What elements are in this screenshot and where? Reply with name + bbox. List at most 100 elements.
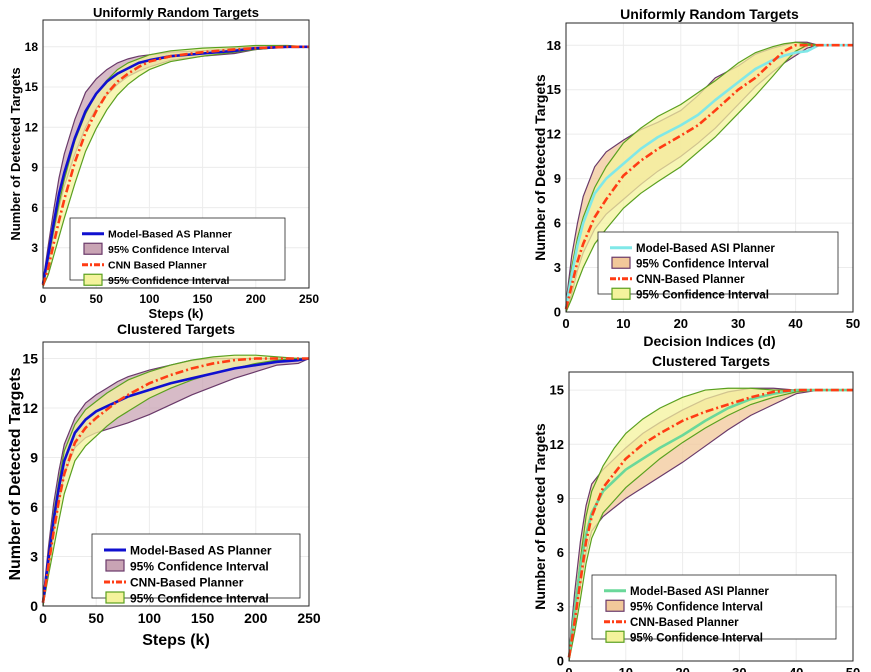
x-axis-label: Steps (k) (149, 306, 204, 321)
confidence-band-upper-edge (42, 354, 309, 600)
legend-swatch (611, 287, 631, 300)
legend-entry-label: Model-Based AS Planner (108, 229, 232, 241)
legend-swatch (605, 599, 625, 612)
legend-entry-label: Model-Based ASI Planner (636, 243, 775, 255)
axes-frame (42, 19, 310, 289)
legend-swatch (105, 559, 125, 572)
axes-frame (42, 341, 310, 607)
legend-entry-label: 95% Confidence Interval (630, 632, 763, 644)
legend: Model-Based AS Planner 95% Confidence Int… (69, 217, 286, 287)
confidence-band-lower-edge (568, 389, 853, 662)
x-tick-label: 10 (616, 316, 630, 331)
x-tick-label: 40 (789, 665, 803, 672)
confidence-band (43, 355, 309, 606)
y-tick-label: 6 (554, 216, 561, 231)
x-tick-label: 50 (846, 665, 860, 672)
y-tick-label: 6 (557, 545, 564, 560)
x-axis-label: Decision Indices (d) (643, 333, 775, 349)
y-tick-label: 6 (30, 499, 38, 515)
legend-entry-label: CNN-Based Planner (636, 274, 745, 286)
x-tick-label: 200 (244, 610, 268, 626)
y-tick-label: 18 (25, 40, 39, 54)
y-tick-label: 9 (554, 171, 561, 186)
chart-title: Uniformly Random Targets (93, 5, 259, 20)
x-tick-label: 30 (731, 316, 745, 331)
x-tick-label: 20 (674, 316, 688, 331)
chart-title: Clustered Targets (652, 353, 770, 369)
confidence-band-upper-edge (565, 41, 853, 305)
legend-swatch (83, 273, 103, 286)
y-tick-label: 18 (547, 38, 561, 53)
legend-swatch (605, 630, 625, 643)
x-tick-label: 250 (297, 610, 321, 626)
chart-panel-2: 0 10 20 30 40 50 0 3 6 9 12 15 18 Uniformly Random Ta… (532, 6, 860, 349)
chart-title: Clustered Targets (117, 321, 235, 337)
cnn-planner-line (564, 43, 853, 310)
legend: Model-Based ASI Planner 95% Confidence In… (591, 574, 837, 644)
y-tick-label: 0 (557, 654, 564, 669)
axes-frame (568, 371, 854, 662)
legend-entry-label: CNN-Based Planner (130, 575, 244, 589)
x-tick-label: 250 (299, 292, 319, 306)
legend: Model-Based AS Planner 95% Confidence Int… (91, 533, 301, 605)
x-tick-label: 20 (675, 665, 689, 672)
x-tick-label: 150 (191, 610, 215, 626)
legend-swatch (611, 256, 631, 269)
x-tick-label: 30 (732, 665, 746, 672)
legend-box (91, 533, 301, 599)
x-tick-label: 10 (619, 665, 633, 672)
y-tick-label: 12 (550, 437, 564, 452)
y-axis-label: Number of Detected Targets (7, 367, 24, 580)
x-tick-label: 100 (138, 610, 162, 626)
y-tick-label: 3 (557, 599, 564, 614)
y-tick-label: 3 (30, 548, 38, 564)
legend-box (597, 231, 839, 295)
legend-entry-label: 95% Confidence Interval (130, 591, 269, 605)
y-tick-label: 0 (554, 305, 561, 320)
y-tick-label: 15 (550, 383, 564, 398)
y-axis-label: Number of Detected Targets (532, 74, 548, 261)
chart-panel-3: 0 50 100 150 200 250 0 3 6 9 12 15 Clustered Targets… (7, 321, 321, 649)
y-tick-label: 9 (31, 161, 38, 175)
y-tick-label: 15 (547, 82, 561, 97)
axes-frame (565, 22, 854, 313)
y-tick-label: 12 (22, 400, 38, 416)
model-planner-line (564, 43, 853, 308)
legend-entry-label: 95% Confidence Interval (108, 275, 229, 287)
y-tick-label: 15 (25, 80, 39, 94)
x-tick-label: 200 (246, 292, 266, 306)
x-tick-label: 0 (565, 665, 572, 672)
y-tick-label: 9 (557, 491, 564, 506)
legend-entry-label: 95% Confidence Interval (130, 559, 269, 573)
cnn-planner-line (567, 388, 853, 658)
x-tick-label: 0 (562, 316, 569, 331)
y-tick-label: 3 (31, 241, 38, 255)
x-tick-label: 0 (39, 610, 47, 626)
y-tick-label: 9 (30, 449, 38, 465)
y-tick-label: 6 (31, 201, 38, 215)
legend-entry-label: 95% Confidence Interval (108, 244, 229, 256)
legend-swatch (105, 591, 125, 604)
legend: Model-Based ASI Planner 95% Confidence In… (597, 231, 839, 301)
y-tick-label: 15 (22, 350, 38, 366)
chart-panel-4: 0 10 20 30 40 50 0 3 6 9 12 15 Clustered Targets Numb… (532, 353, 860, 672)
confidence-band-upper-edge (42, 44, 310, 283)
legend-entry-label: 95% Confidence Interval (636, 289, 769, 301)
legend-entry-label: CNN-Based Planner (630, 617, 739, 629)
model-planner-line (567, 388, 853, 658)
y-axis-label: Number of Detected Targets (532, 423, 548, 610)
legend-swatch (83, 242, 103, 255)
x-tick-label: 100 (139, 292, 159, 306)
y-axis-label: Number of Detected Targets (8, 67, 23, 240)
confidence-band-upper-edge (568, 387, 853, 654)
y-tick-label: 0 (30, 598, 38, 614)
legend-entry-label: Model-Based ASI Planner (630, 586, 769, 598)
x-axis-label: Steps (k) (142, 632, 210, 649)
confidence-band-lower-edge (42, 357, 309, 607)
confidence-band-lower-edge (42, 46, 309, 287)
legend-entry-label: 95% Confidence Interval (636, 258, 769, 270)
legend-box (591, 574, 837, 640)
chart-panel-1: 0 50 100 150 200 250 3 6 9 12 15 18 Uniformly Random… (8, 5, 319, 321)
chart-title: Uniformly Random Targets (620, 6, 799, 22)
